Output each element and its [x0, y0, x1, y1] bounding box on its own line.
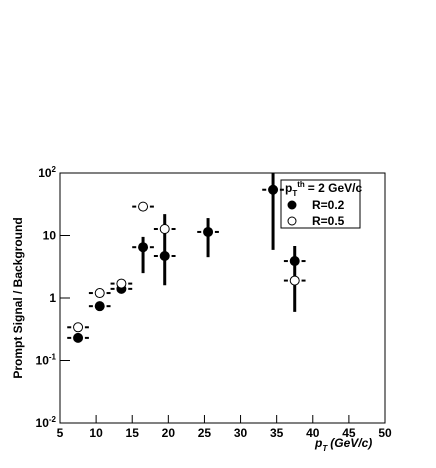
point: [203, 226, 214, 237]
x-tick-label: 15: [126, 426, 140, 440]
point: [159, 250, 170, 261]
x-axis-label: pT (GeV/c): [314, 436, 372, 453]
point: [94, 301, 105, 312]
y-tick-label: 10: [43, 229, 57, 243]
x-tick-label: 45: [342, 426, 356, 440]
point: [268, 184, 279, 195]
point: [138, 242, 149, 253]
x-tick-label: 30: [234, 426, 248, 440]
y-tick-label: 102: [38, 165, 56, 180]
point: [138, 201, 149, 212]
x-tick-label: 35: [270, 426, 284, 440]
point: [73, 332, 84, 343]
point: [289, 275, 300, 286]
y-axis-label: Prompt Signal / Background: [11, 217, 25, 378]
y-tick-label: 10-1: [36, 353, 57, 368]
x-tick-label: 50: [378, 426, 392, 440]
x-tick-label: 5: [57, 426, 64, 440]
x-tick-label: 25: [198, 426, 212, 440]
legend-marker: [287, 200, 297, 210]
point: [289, 256, 300, 267]
legend-label: R=0.5: [312, 214, 345, 228]
x-tick-label: 40: [306, 426, 320, 440]
point: [73, 322, 84, 333]
point: [159, 224, 170, 235]
x-tick-label: 10: [89, 426, 103, 440]
x-tick-label: 20: [162, 426, 176, 440]
point: [94, 288, 105, 299]
y-tick-label: 10-2: [36, 415, 57, 430]
point: [116, 278, 127, 289]
legend-label: R=0.2: [312, 198, 345, 212]
y-tick-label: 1: [49, 291, 56, 305]
legend-marker: [287, 216, 297, 226]
